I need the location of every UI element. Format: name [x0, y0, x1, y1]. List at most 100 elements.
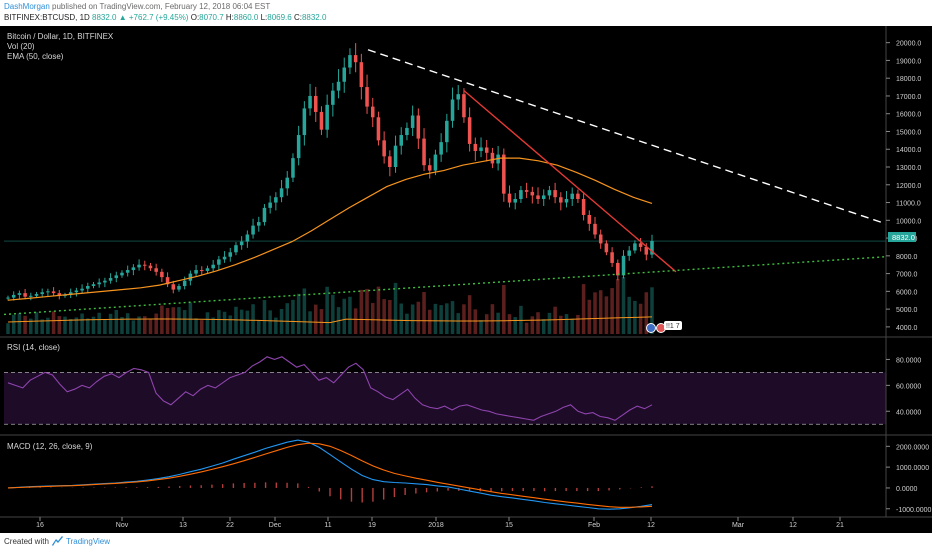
- volume-bar: [376, 286, 381, 334]
- volume-bar: [399, 303, 404, 334]
- volume-bar: [103, 319, 107, 334]
- volume-bar: [342, 298, 347, 334]
- volume-bar: [473, 309, 478, 334]
- candle-body: [604, 243, 609, 253]
- volume-ma-line: [7, 316, 653, 324]
- tradingview-brand[interactable]: TradingView: [66, 537, 111, 546]
- volume-bar: [57, 316, 62, 334]
- event-marker-1[interactable]: [646, 323, 656, 333]
- candle-body: [256, 222, 261, 226]
- event-markers[interactable]: !!1 7: [646, 321, 683, 333]
- candle-body: [405, 127, 409, 136]
- volume-bar: [650, 287, 654, 334]
- volume-bar: [370, 303, 375, 334]
- macd-pane[interactable]: [7, 439, 653, 510]
- macd-tick-label: 2000.0000: [896, 444, 929, 451]
- volume-bar: [148, 319, 153, 334]
- candle-body: [245, 234, 250, 242]
- candle-body: [547, 190, 552, 196]
- candle-body: [467, 117, 472, 144]
- rsi-pane[interactable]: [4, 356, 886, 425]
- candle-body: [365, 87, 369, 107]
- volume-bar: [427, 309, 432, 334]
- candle-body: [23, 293, 27, 297]
- volume-bar: [194, 318, 198, 334]
- x-tick-label: 11: [324, 522, 331, 529]
- volume-bar: [40, 319, 44, 334]
- volume-bar: [325, 286, 329, 334]
- candle-body: [120, 272, 124, 276]
- candle-body: [388, 156, 392, 168]
- x-tick-label: 2018: [428, 522, 444, 529]
- macd-tick-label: 0.0000: [896, 486, 918, 493]
- macd-tick-label: -1000.0000: [896, 507, 932, 514]
- candle-body: [268, 202, 272, 208]
- price-pane[interactable]: [3, 43, 887, 334]
- macd-tick-label: 1000.0000: [896, 465, 929, 472]
- volume-bar: [593, 292, 597, 334]
- volume-bar: [502, 285, 506, 334]
- candle-body: [427, 165, 432, 171]
- volume-bar: [576, 314, 580, 334]
- volume-bar: [34, 312, 39, 334]
- volume-bar: [519, 305, 523, 334]
- volume-bar: [405, 313, 409, 334]
- chart-svg[interactable]: 4000.05000.06000.07000.08000.09000.01000…: [0, 26, 932, 533]
- price-tick-label: 13000.0: [896, 165, 921, 172]
- candle-body: [182, 280, 187, 287]
- chart-area[interactable]: 4000.05000.06000.07000.08000.09000.01000…: [0, 26, 932, 533]
- volume-bar: [610, 288, 614, 334]
- volume-bar: [11, 314, 16, 334]
- candle-body: [576, 193, 580, 199]
- volume-bar: [479, 320, 483, 334]
- volume-bar: [616, 278, 620, 334]
- candle-body: [97, 282, 101, 285]
- volume-bar: [359, 289, 364, 334]
- x-tick-label: 16: [36, 522, 44, 529]
- candle-body: [484, 147, 489, 153]
- price-tick-label: 4000.0: [896, 325, 918, 332]
- rsi-tick-label: 80.0000: [896, 357, 921, 364]
- candle-body: [650, 241, 654, 255]
- candle-body: [171, 284, 176, 290]
- volume-bar: [23, 315, 27, 334]
- low-label: L:: [260, 13, 268, 22]
- candle-body: [422, 138, 426, 166]
- x-tick-label: Dec: [269, 522, 282, 529]
- volume-bar: [587, 299, 592, 334]
- candle-body: [348, 55, 352, 68]
- x-tick-label: 21: [836, 522, 844, 529]
- candle-body: [188, 273, 193, 281]
- candle-body: [160, 271, 164, 278]
- volume-bar: [239, 309, 244, 334]
- candle-body: [91, 284, 96, 287]
- candle-body: [473, 143, 478, 152]
- volume-bar: [581, 284, 586, 334]
- candle-body: [137, 264, 141, 268]
- publish-line: DashMorgan published on TradingView.com,…: [4, 2, 270, 11]
- volume-bar: [484, 314, 489, 334]
- volume-bar: [524, 322, 529, 334]
- candle-body: [399, 135, 404, 146]
- volume-bar: [439, 305, 443, 334]
- volume-bar: [51, 311, 56, 334]
- close-value: 8832.0: [92, 13, 117, 22]
- candle-body: [86, 286, 90, 289]
- price-tick-label: 5000.0: [896, 307, 918, 314]
- volume-bar: [143, 316, 147, 334]
- candle-body: [302, 108, 307, 136]
- symbol-label: BITFINEX:BTCUSD, 1D: [4, 13, 90, 22]
- candle-body: [627, 250, 631, 256]
- footer: Created with TradingView: [0, 533, 932, 550]
- candle-body: [490, 152, 495, 164]
- volume-bar: [445, 303, 449, 334]
- volume-bar: [644, 292, 649, 334]
- volume-bar: [68, 318, 73, 334]
- candle-body: [598, 234, 603, 244]
- candle-body: [103, 280, 107, 283]
- volume-bar: [547, 312, 552, 334]
- author-link[interactable]: DashMorgan: [4, 2, 50, 11]
- price-tick-label: 20000.0: [896, 41, 921, 48]
- volume-bar: [46, 317, 50, 334]
- tradingview-logo-icon: [52, 536, 63, 548]
